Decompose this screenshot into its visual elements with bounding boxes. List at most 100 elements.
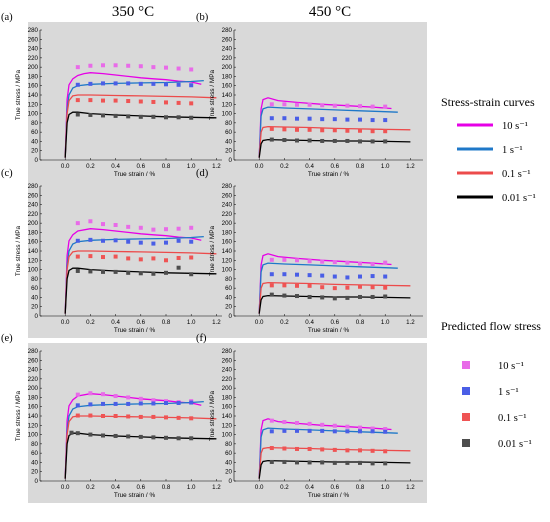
y-tick-label: 100 [28,432,39,439]
data-point [113,113,118,118]
legend-marker-2 [462,413,470,421]
y-axis-label: True stress / MPa [15,390,22,441]
data-point [126,395,131,400]
y-tick-label: 160 [28,404,39,411]
data-point [113,98,118,103]
data-point [151,435,156,440]
data-point [269,418,274,423]
legend-curves-title: Stress-strain curves [441,95,535,109]
x-tick-label: 0.0 [61,484,70,491]
data-point [307,294,312,299]
data-point [113,394,118,399]
data-point [189,67,194,72]
data-point [320,103,325,108]
y-tick-label: 40 [31,294,38,301]
y-axis-label: True stress / MPa [209,69,216,120]
data-point [358,261,362,266]
legend-curves: 10 s⁻¹ 1 s⁻¹ 0.1 s⁻¹ 0.01 s⁻¹ [457,121,536,204]
x-tick-label: 1.0 [381,163,390,170]
data-point [320,273,325,278]
data-point [345,260,350,265]
y-tick-label: 260 [222,192,233,199]
y-tick-label: 220 [222,376,233,383]
data-point [164,240,168,245]
plot-background [28,343,233,503]
data-point [383,129,388,134]
data-point [101,401,105,406]
data-point [164,435,168,440]
plot-background [222,22,427,182]
y-tick-label: 100 [28,267,39,274]
data-point [88,413,93,418]
data-point [176,415,181,420]
data-point [176,436,181,441]
data-point [88,402,93,407]
y-tick-label: 220 [28,211,39,218]
legend-marker-3 [462,439,470,447]
series-line-0 [64,72,202,158]
data-point [88,269,93,274]
x-axis-label: True strain / % [308,327,350,334]
legend: Stress-strain curves 10 s⁻¹ 1 s⁻¹ 0.1 s⁻¹ 0… [441,95,541,450]
data-point [75,254,80,259]
data-point [320,295,325,300]
data-point [138,99,143,104]
legend-label: 10 s⁻¹ [498,361,524,372]
data-point [176,238,181,243]
data-point [282,446,287,451]
y-tick-label: 80 [225,441,232,448]
data-point [101,255,105,260]
data-point [320,422,325,427]
legend-label: 0.1 s⁻¹ [498,413,527,424]
y-tick-label: 180 [28,73,39,80]
data-point [320,460,325,465]
x-tick-label: 0.8 [162,319,171,326]
y-tick-label: 200 [222,64,233,71]
data-point [320,117,325,122]
x-tick-label: 0.0 [61,319,70,326]
data-point [269,446,274,451]
x-tick-label: 0.6 [330,163,339,170]
data-point [307,446,312,451]
y-tick-label: 40 [31,138,38,145]
legend-label: 1 s⁻¹ [498,387,519,398]
y-axis-label: True stress / MPa [15,69,22,120]
legend-label: 10 s⁻¹ [502,121,528,132]
data-point [269,102,274,107]
y-tick-label: 180 [222,73,233,80]
data-point [176,226,181,231]
data-point [282,116,287,121]
y-tick-label: 0 [229,478,233,485]
data-point [358,274,362,279]
data-point [126,114,131,119]
data-point [126,256,131,261]
data-point [113,238,118,243]
y-tick-label: 160 [28,83,39,90]
data-point [88,63,93,68]
data-point [75,82,80,87]
data-point [151,271,156,276]
data-point [189,400,194,405]
data-point [126,414,131,419]
data-point [345,448,350,453]
y-tick-label: 40 [31,459,38,466]
y-tick-label: 20 [31,148,38,155]
y-tick-label: 280 [222,27,233,34]
data-point [189,115,194,120]
x-tick-label: 0.6 [330,319,339,326]
y-tick-label: 160 [222,239,233,246]
x-tick-label: 0.0 [255,484,264,491]
x-tick-label: 0.4 [111,319,120,326]
x-axis-label: True strain / % [114,171,156,178]
series-line-2 [64,94,217,158]
data-point [269,257,274,262]
legend-label: 0.01 s⁻¹ [502,193,536,204]
x-tick-label: 0.8 [356,319,365,326]
data-point [75,268,80,273]
data-point [358,294,362,299]
data-point [189,83,194,88]
data-point [138,396,143,401]
y-tick-label: 200 [222,220,233,227]
data-point [383,294,388,299]
data-point [370,448,375,453]
